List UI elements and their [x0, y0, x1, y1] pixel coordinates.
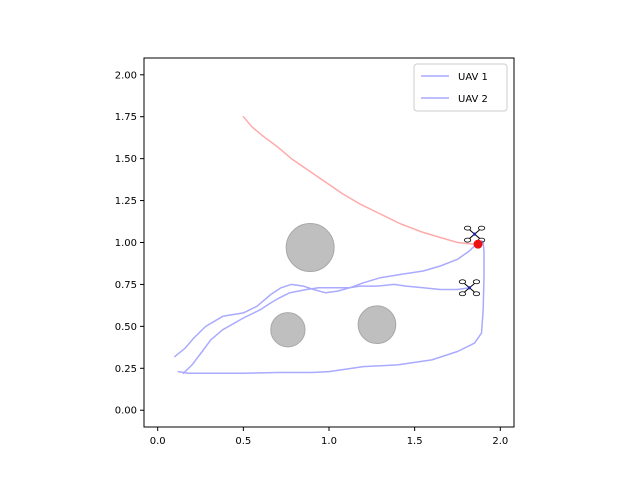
- y-tick-label-7: 1.75: [115, 112, 137, 123]
- obstacle-circle-0: [285, 223, 335, 273]
- y-tick-label-0: 0.00: [115, 406, 137, 417]
- obstacle-circle-1: [270, 312, 306, 348]
- x-tick-label-4: 2.0: [492, 436, 508, 447]
- obstacle-circle-2: [357, 305, 397, 345]
- target-point: [473, 239, 483, 249]
- trajectory-line-0: [177, 240, 485, 375]
- trajectory-line-3: [242, 115, 476, 245]
- y-tick-label-4: 1.00: [115, 238, 137, 249]
- y-axis-ticks: 0.00 0.25 0.50 0.75 1.00 1.25 1.50 1.75 2.00: [115, 70, 144, 417]
- x-tick-label-1: 0.5: [235, 436, 251, 447]
- trajectory-lines: [174, 115, 485, 375]
- legend-label-uav1: UAV 1: [458, 72, 488, 83]
- target-marker-group: [473, 239, 483, 249]
- legend: UAV 1 UAV 2: [413, 63, 508, 112]
- x-tick-label-3: 1.5: [407, 436, 423, 447]
- trajectory-line-2: [174, 241, 479, 358]
- y-tick-label-1: 0.25: [115, 364, 137, 375]
- y-tick-label-8: 2.00: [115, 70, 137, 81]
- quadcopter-icon-1: [458, 279, 481, 297]
- legend-label-uav2: UAV 2: [458, 94, 488, 105]
- x-tick-label-2: 1.0: [321, 436, 337, 447]
- drone-markers: [458, 225, 486, 297]
- y-tick-label-3: 0.75: [115, 280, 137, 291]
- x-tick-label-0: 0.0: [150, 436, 166, 447]
- x-axis-ticks: 0.0 0.5 1.0 1.5 2.0: [150, 427, 508, 447]
- y-tick-label-2: 0.50: [115, 322, 137, 333]
- y-tick-label-5: 1.25: [115, 196, 137, 207]
- quadcopter-icon-0: [464, 225, 486, 243]
- obstacles: [270, 223, 397, 348]
- y-tick-label-6: 1.50: [115, 154, 137, 165]
